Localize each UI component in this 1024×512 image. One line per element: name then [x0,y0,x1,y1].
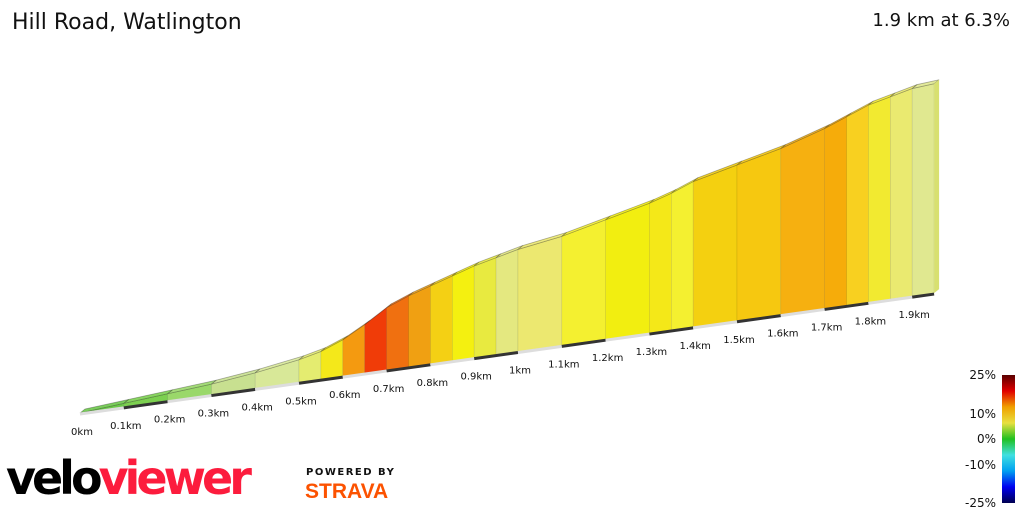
axis-segment [692,320,738,330]
axis-tick-label: 0.3km [198,409,229,420]
axis-tick-label: 0.8km [417,378,448,389]
powered-by-label: POWERED BY [306,467,396,478]
axis-segment [824,301,869,311]
profile-segment [473,257,497,358]
axis-tick-label: 0.9km [460,372,491,383]
axis-tick-label: 1km [509,366,531,377]
profile-segment [649,192,672,334]
profile-segment [736,148,782,322]
axis-segment [386,363,431,373]
axis-segment [211,387,256,398]
profile-end-face [934,79,940,294]
profile-segment [561,219,606,346]
veloviewer-logo[interactable]: veloviewer [6,451,252,505]
profile-segment [846,104,869,306]
axis-tick-label: 0.7km [373,384,404,395]
axis-segment [736,314,782,324]
legend-label: 25% [969,368,996,382]
axis-segment [254,381,300,391]
profile-segment [364,307,387,374]
profile-segment [451,265,475,362]
axis-segment [342,369,387,379]
axis-segment [780,307,825,318]
axis-tick-label: 0.1km [110,421,141,432]
axis-tick-label: 1.5km [723,335,754,346]
axis-segment [605,332,650,342]
climb-title: Hill Road, Watlington [12,10,242,35]
axis-segment [123,400,168,410]
axis-tick-label: 0.2km [154,415,185,426]
axis-segment [868,295,913,305]
axis-tick-label: 1.6km [767,329,798,340]
profile-segment [780,128,825,315]
axis-tick-label: 1.4km [679,341,710,352]
profile-segment [692,164,738,328]
axis-segment [911,292,935,299]
profile-segment [889,88,913,300]
axis-tick-label: 0.4km [241,402,272,413]
axis-segment [79,406,125,416]
gradient-legend-bar [1002,375,1015,503]
axis-tick-label: 0km [71,427,93,438]
axis-tick-label: 1.2km [592,353,623,364]
axis-tick-label: 1.8km [855,316,886,327]
axis-tick-label: 1.9km [898,310,929,321]
profile-segment [868,96,891,303]
climb-summary: 1.9 km at 6.3% [872,10,1010,31]
profile-segment [824,116,847,309]
strava-logo[interactable]: STRAVA [305,480,389,503]
legend-label: 0% [976,432,996,446]
axis-segment [473,351,519,361]
axis-segment [298,375,344,385]
axis-segment [167,394,212,404]
axis-tick-label: 0.6km [329,390,360,401]
axis-segment [517,344,563,354]
profile-segment [517,235,563,352]
axis-tick-label: 1.7km [811,322,842,333]
axis-tick-label: 0.5km [285,396,316,407]
axis-segment [561,338,606,348]
profile-segment [911,83,935,297]
profile-segment [386,295,409,371]
profile-segment [605,202,650,340]
axis-tick-label: 1.3km [636,347,667,358]
legend-label: -10% [964,458,996,472]
legend-label: -25% [964,496,996,510]
legend-label: 10% [969,407,996,421]
profile-segment [495,248,519,355]
profile-segment [670,181,694,331]
axis-segment [649,326,694,336]
axis-segment [430,357,475,367]
axis-tick-label: 1.1km [548,359,579,370]
profile-segment [408,285,431,368]
profile-segment [430,275,453,365]
